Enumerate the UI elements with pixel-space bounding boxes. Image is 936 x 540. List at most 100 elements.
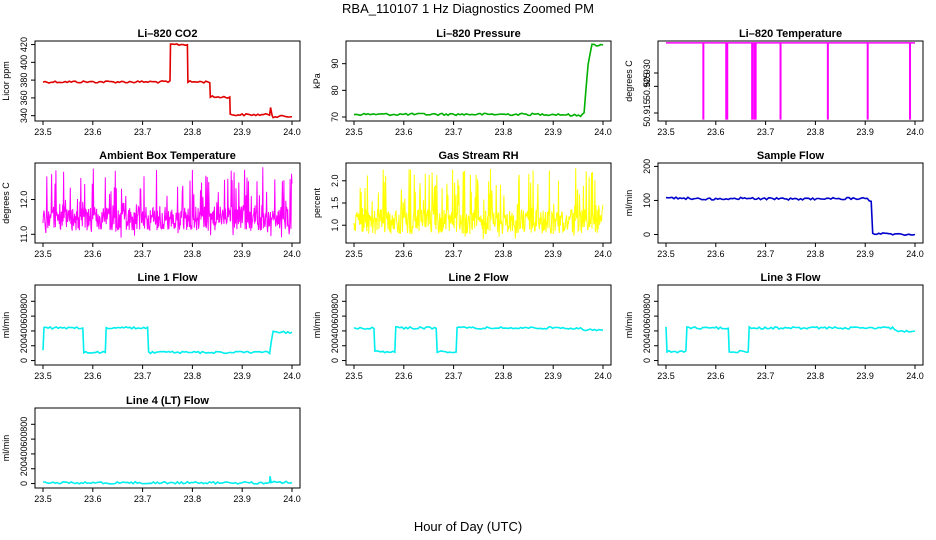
y-tick-label: 800 — [330, 294, 340, 309]
x-tick-label: 23.5 — [345, 249, 363, 259]
x-tick-label: 23.5 — [34, 249, 52, 259]
x-tick-label: 23.6 — [395, 127, 413, 137]
x-tick-label: 23.8 — [495, 371, 513, 381]
x-tick-label: 23.6 — [84, 494, 102, 504]
y-tick-label: 800 — [642, 294, 652, 309]
x-tick-label: 23.8 — [184, 494, 202, 504]
panel-5: Gas Stream RH percent 23.5 23.6 23.7 23.8 23.9… — [312, 150, 612, 259]
series-line — [665, 325, 916, 354]
x-tick-label: 23.8 — [807, 371, 825, 381]
x-tick-label: 24.0 — [594, 127, 612, 137]
y-tick-label: 1.5 — [330, 197, 340, 210]
panel-title: Ambient Box Temperature — [99, 150, 236, 162]
x-tick-label: 23.9 — [544, 371, 562, 381]
x-tick-label: 24.0 — [906, 371, 924, 381]
x-tick-label: 23.7 — [134, 371, 152, 381]
x-tick-label: 23.7 — [445, 371, 463, 381]
x-tick-label: 24.0 — [594, 371, 612, 381]
y-tick-label: 70 — [330, 112, 340, 122]
y-tick-label: 50.915 — [642, 99, 652, 127]
x-tick-label: 23.6 — [395, 371, 413, 381]
x-tick-label: 23.7 — [134, 127, 152, 137]
x-tick-label: 23.9 — [233, 127, 251, 137]
panel-title: Line 3 Flow — [761, 272, 821, 284]
plot-frame — [345, 40, 612, 122]
y-tick-label: 200 — [330, 338, 340, 353]
x-tick-label: 23.6 — [84, 127, 102, 137]
panel-7: Line 1 Flow ml/min 23.5 23.6 23.7 23.8 23.9 24.… — [1, 272, 301, 381]
y-tick-label: 200 — [642, 338, 652, 353]
y-tick-label: 200 — [642, 159, 652, 174]
x-tick-label: 23.5 — [345, 371, 363, 381]
y-axis-label: Licor ppm — [1, 61, 11, 101]
x-tick-label: 23.5 — [657, 249, 675, 259]
y-tick-label: 80 — [330, 85, 340, 95]
series-line — [665, 196, 916, 237]
panel-title: Li–820 Pressure — [436, 28, 520, 40]
plot-frame — [34, 407, 301, 489]
y-tick-label: 50.930 — [642, 59, 652, 87]
x-tick-label: 23.8 — [495, 249, 513, 259]
panel-1: Li–820 CO2 Licor ppm 23.5 23.6 23.7 23.8 23.9 2… — [1, 28, 301, 137]
x-tick-label: 23.8 — [184, 127, 202, 137]
plot-frame — [345, 284, 612, 366]
panel-2: Li–820 Pressure kPa 23.5 23.6 23.7 23.8 23.9 24… — [312, 28, 612, 137]
x-tick-label: 24.0 — [283, 371, 301, 381]
y-tick-label: 400 — [19, 446, 29, 461]
x-tick-label: 23.6 — [84, 371, 102, 381]
y-axis-label: kPa — [312, 73, 322, 89]
y-tick-label: 380 — [19, 73, 29, 88]
x-tick-label: 23.7 — [134, 494, 152, 504]
x-tick-label: 23.6 — [707, 127, 725, 137]
x-tick-label: 24.0 — [283, 127, 301, 137]
x-tick-label: 23.7 — [757, 371, 775, 381]
x-tick-label: 23.7 — [757, 249, 775, 259]
x-tick-label: 23.6 — [84, 249, 102, 259]
plot-frame — [34, 162, 301, 244]
series-line — [353, 43, 604, 118]
x-tick-label: 23.5 — [34, 494, 52, 504]
chart-panels: Li–820 CO2 Licor ppm 23.5 23.6 23.7 23.8 23.9 2… — [1, 28, 924, 504]
x-tick-label: 23.9 — [856, 371, 874, 381]
panel-title: Li–820 Temperature — [739, 28, 842, 40]
panel-6: Sample Flow ml/min 23.5 23.6 23.7 23.8 23.9 24.… — [624, 150, 924, 259]
panel-title: Line 1 Flow — [138, 272, 198, 284]
y-tick-label: 800 — [19, 294, 29, 309]
plot-frame — [34, 284, 301, 366]
x-tick-label: 23.8 — [184, 371, 202, 381]
panel-10: Line 4 (LT) Flow ml/min 23.5 23.6 23.7 23.8 23… — [1, 395, 301, 504]
y-tick-label: 340 — [19, 108, 29, 123]
x-tick-label: 23.6 — [707, 371, 725, 381]
series-line — [353, 325, 604, 354]
x-tick-label: 23.8 — [495, 127, 513, 137]
x-tick-label: 23.9 — [856, 249, 874, 259]
x-tick-label: 24.0 — [283, 494, 301, 504]
y-tick-label: 200 — [19, 338, 29, 353]
panel-3: Li–820 Temperature degrees C 23.5 23.6 23.7 2… — [624, 28, 924, 137]
y-axis-label: ml/min — [312, 312, 322, 339]
x-tick-label: 23.9 — [544, 127, 562, 137]
y-tick-label: 0 — [19, 481, 29, 486]
panel-title: Line 4 (LT) Flow — [126, 395, 209, 407]
y-tick-label: 400 — [19, 323, 29, 338]
series-line — [353, 168, 604, 239]
x-tick-label: 23.9 — [233, 371, 251, 381]
x-tick-label: 23.7 — [445, 249, 463, 259]
y-tick-label: 50.925 — [642, 73, 652, 101]
y-tick-label: 800 — [19, 417, 29, 432]
y-axis-label: ml/min — [1, 435, 11, 462]
x-tick-label: 23.9 — [544, 249, 562, 259]
y-tick-label: 100 — [642, 193, 652, 208]
y-axis-label: ml/min — [624, 312, 634, 339]
y-tick-label: 400 — [642, 323, 652, 338]
y-tick-label: 1.0 — [330, 219, 340, 232]
y-tick-label: 90 — [330, 59, 340, 69]
x-tick-label: 23.8 — [184, 249, 202, 259]
y-tick-label: 600 — [642, 309, 652, 324]
y-tick-label: 0 — [642, 232, 652, 237]
figure-title: RBA_110107 1 Hz Diagnostics Zoomed PM — [342, 1, 594, 16]
x-tick-label: 23.7 — [757, 127, 775, 137]
figure-xlabel: Hour of Day (UTC) — [414, 519, 522, 534]
panel-title: Sample Flow — [757, 150, 825, 162]
